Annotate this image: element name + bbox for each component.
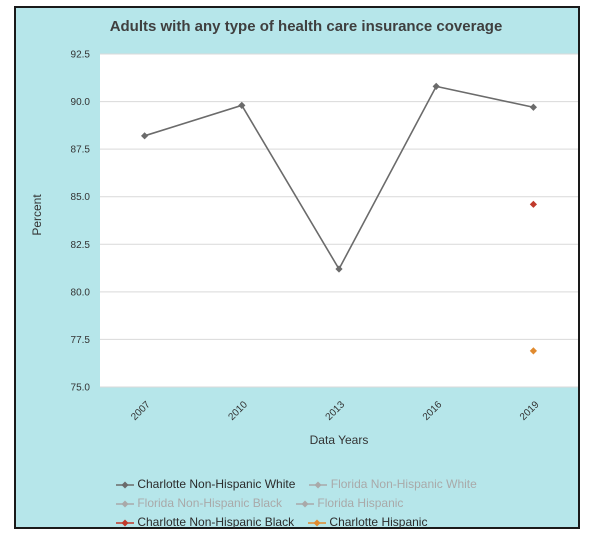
y-tick-label: 75.0 (71, 383, 91, 394)
legend-label: Florida Hispanic (314, 496, 404, 510)
x-tick-label: 2010 (226, 399, 250, 423)
legend-label: Charlotte Non-Hispanic Black (134, 515, 295, 529)
chart-svg: 92.5 90.0 87.5 85.0 82.5 80.0 77.5 75.0 2007 201… (30, 18, 578, 447)
legend-label: Charlotte Hispanic (326, 515, 428, 529)
legend-item[interactable]: Charlotte Hispanic (308, 513, 427, 532)
y-tick-label: 92.5 (71, 50, 91, 61)
y-axis-label: Percent (30, 194, 44, 236)
legend-item[interactable]: Charlotte Non-Hispanic White (116, 475, 295, 494)
x-tick-label: 2016 (421, 399, 445, 423)
plot-area (100, 54, 578, 387)
legend: Charlotte Non-Hispanic White Florida Non… (116, 475, 491, 532)
x-tick-label: 2019 (518, 399, 542, 423)
x-tick-labels: 2007 2010 2013 2016 2019 (129, 399, 542, 423)
legend-label: Charlotte Non-Hispanic White (134, 477, 296, 491)
legend-row: Charlotte Non-Hispanic Black Charlotte H… (116, 513, 491, 532)
legend-row: Florida Non-Hispanic Black Florida Hispa… (116, 494, 491, 513)
legend-item[interactable]: Florida Hispanic (296, 494, 403, 513)
legend-item[interactable]: Florida Non-Hispanic White (309, 475, 477, 494)
legend-label: Florida Non-Hispanic White (327, 477, 477, 491)
gridlines (100, 53, 578, 388)
x-axis-label: Data Years (310, 433, 369, 447)
y-tick-label: 82.5 (71, 240, 91, 251)
data-point (141, 132, 149, 140)
series-points (141, 82, 537, 355)
chart-container: 92.5 90.0 87.5 85.0 82.5 80.0 77.5 75.0 2007 201… (14, 6, 580, 529)
diamond-icon (116, 494, 134, 513)
data-point (529, 347, 537, 355)
data-point (432, 82, 440, 90)
x-tick-label: 2013 (324, 399, 348, 423)
legend-row: Charlotte Non-Hispanic White Florida Non… (116, 475, 491, 494)
data-point (529, 103, 537, 111)
legend-item[interactable]: Florida Non-Hispanic Black (116, 494, 282, 513)
legend-item[interactable]: Charlotte Non-Hispanic Black (116, 513, 294, 532)
diamond-icon (309, 475, 328, 494)
y-tick-label: 85.0 (71, 192, 91, 203)
data-point (529, 200, 537, 208)
diamond-icon (296, 494, 315, 513)
chart-title: Adults with any type of health care insu… (110, 18, 503, 35)
diamond-icon (308, 513, 327, 532)
y-tick-label: 77.5 (71, 335, 91, 346)
diamond-icon (116, 475, 134, 494)
data-point (335, 265, 343, 273)
y-tick-label: 87.5 (71, 145, 91, 156)
data-point (238, 101, 246, 109)
y-tick-label: 80.0 (71, 287, 91, 298)
legend-label: Florida Non-Hispanic Black (134, 496, 283, 510)
y-tick-labels: 92.5 90.0 87.5 85.0 82.5 80.0 77.5 75.0 (71, 50, 91, 394)
x-tick-label: 2007 (129, 399, 153, 423)
y-tick-label: 90.0 (71, 97, 91, 108)
diamond-icon (116, 513, 134, 532)
